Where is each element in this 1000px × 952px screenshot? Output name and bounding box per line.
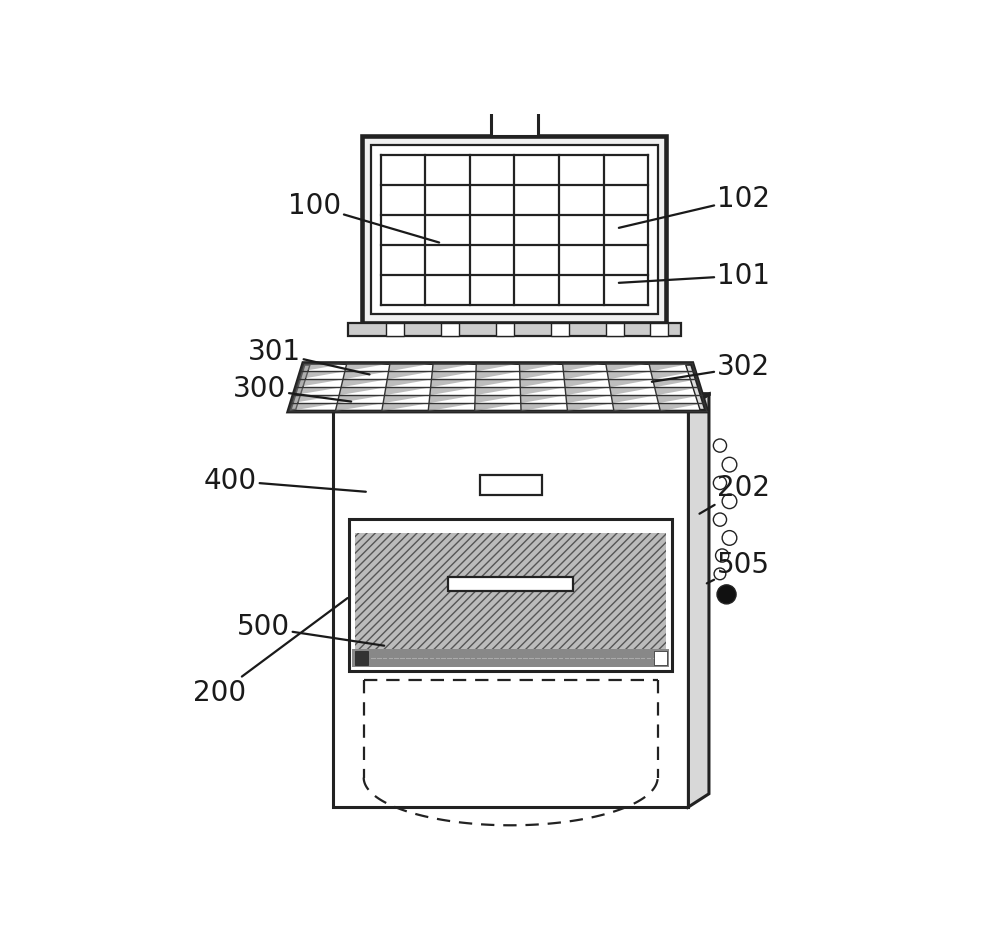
- Polygon shape: [565, 387, 610, 395]
- Polygon shape: [339, 387, 386, 395]
- Polygon shape: [688, 394, 709, 807]
- Bar: [355, 532, 666, 655]
- Polygon shape: [613, 404, 658, 411]
- Polygon shape: [521, 395, 566, 404]
- Polygon shape: [606, 364, 649, 371]
- Circle shape: [713, 513, 727, 526]
- Polygon shape: [387, 371, 432, 379]
- Polygon shape: [563, 364, 606, 371]
- Polygon shape: [651, 371, 695, 379]
- Polygon shape: [566, 395, 611, 404]
- Polygon shape: [476, 364, 519, 371]
- Text: 301: 301: [248, 339, 370, 374]
- Polygon shape: [343, 371, 389, 379]
- Polygon shape: [301, 364, 347, 371]
- Polygon shape: [657, 395, 702, 404]
- Text: 505: 505: [707, 551, 770, 584]
- Bar: [650, 323, 668, 336]
- Bar: [349, 520, 672, 671]
- Circle shape: [713, 476, 727, 489]
- Bar: [386, 323, 404, 336]
- Polygon shape: [476, 371, 520, 379]
- Bar: [348, 323, 681, 336]
- Polygon shape: [428, 404, 475, 411]
- Polygon shape: [335, 404, 383, 411]
- Polygon shape: [431, 379, 476, 387]
- Polygon shape: [475, 387, 520, 395]
- Polygon shape: [295, 365, 700, 410]
- Polygon shape: [519, 364, 563, 371]
- Bar: [448, 577, 573, 591]
- Circle shape: [717, 585, 736, 604]
- Polygon shape: [520, 387, 565, 395]
- Bar: [333, 407, 688, 807]
- Text: 300: 300: [233, 375, 351, 403]
- Polygon shape: [291, 395, 339, 404]
- Bar: [491, 110, 538, 136]
- Polygon shape: [655, 387, 699, 395]
- Polygon shape: [610, 387, 655, 395]
- Polygon shape: [567, 404, 613, 411]
- Polygon shape: [475, 395, 521, 404]
- Bar: [480, 475, 542, 495]
- Polygon shape: [431, 371, 476, 379]
- Polygon shape: [475, 404, 521, 411]
- Text: 100: 100: [288, 192, 439, 243]
- Text: 400: 400: [204, 466, 366, 495]
- Text: 302: 302: [652, 353, 770, 382]
- Bar: [606, 323, 624, 336]
- Polygon shape: [384, 387, 431, 395]
- Bar: [352, 649, 669, 667]
- Polygon shape: [429, 395, 475, 404]
- Bar: [355, 651, 368, 665]
- Polygon shape: [564, 379, 608, 387]
- Bar: [441, 323, 459, 336]
- Circle shape: [722, 494, 737, 508]
- Text: 500: 500: [237, 613, 384, 645]
- Polygon shape: [520, 379, 564, 387]
- Polygon shape: [296, 379, 343, 387]
- Bar: [362, 136, 666, 323]
- Polygon shape: [653, 379, 697, 387]
- Polygon shape: [289, 364, 707, 411]
- Polygon shape: [294, 387, 341, 395]
- Polygon shape: [383, 395, 430, 404]
- Circle shape: [722, 457, 737, 472]
- Polygon shape: [608, 379, 653, 387]
- Polygon shape: [337, 395, 384, 404]
- Text: 102: 102: [619, 185, 770, 228]
- Polygon shape: [649, 364, 692, 371]
- Text: 101: 101: [619, 262, 770, 289]
- Bar: [483, 378, 538, 394]
- Polygon shape: [430, 387, 475, 395]
- Text: 200: 200: [193, 598, 348, 707]
- Bar: [371, 145, 658, 314]
- Polygon shape: [389, 364, 433, 371]
- Circle shape: [713, 439, 727, 452]
- Polygon shape: [299, 371, 345, 379]
- Polygon shape: [432, 364, 476, 371]
- Circle shape: [716, 549, 729, 562]
- Polygon shape: [611, 395, 657, 404]
- Polygon shape: [520, 371, 563, 379]
- Polygon shape: [521, 404, 567, 411]
- Polygon shape: [475, 379, 520, 387]
- Circle shape: [714, 568, 726, 580]
- Polygon shape: [333, 394, 709, 407]
- Polygon shape: [658, 404, 704, 411]
- Polygon shape: [607, 371, 651, 379]
- Polygon shape: [341, 379, 387, 387]
- Polygon shape: [563, 371, 607, 379]
- Bar: [551, 323, 569, 336]
- Circle shape: [722, 530, 737, 545]
- Polygon shape: [382, 404, 429, 411]
- Bar: [496, 323, 514, 336]
- Text: 202: 202: [699, 474, 770, 514]
- Bar: [654, 651, 667, 665]
- Polygon shape: [386, 379, 431, 387]
- Polygon shape: [345, 364, 390, 371]
- Polygon shape: [289, 404, 337, 411]
